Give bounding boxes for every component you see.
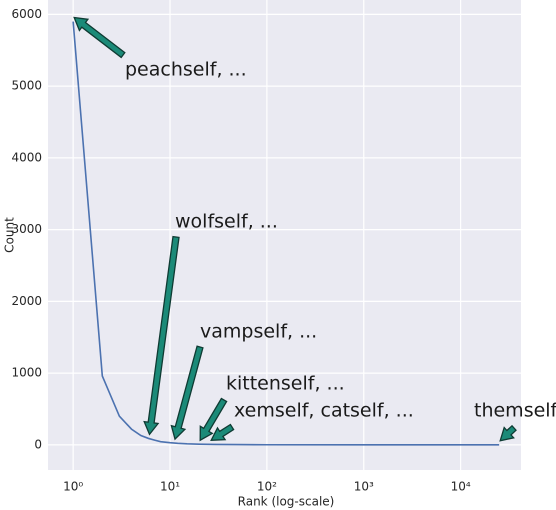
- annotation-text: wolfself, ...: [175, 211, 278, 233]
- y-tick-label: 1000: [11, 366, 42, 380]
- annotation-text: xemself, catself, ...: [234, 400, 414, 422]
- y-tick-label: 6000: [11, 7, 42, 21]
- annotation-text: kittenself, ...: [226, 373, 345, 395]
- y-tick-label: 2000: [11, 294, 42, 308]
- y-tick-label: 5000: [11, 79, 42, 93]
- annotation-text: vampself, ...: [200, 321, 317, 343]
- x-axis-label: Rank (log-scale): [238, 495, 335, 509]
- annotation-arrow: [499, 424, 517, 442]
- y-tick-label: 3000: [11, 222, 42, 236]
- annotation-arrow: [170, 345, 204, 441]
- annotation-arrow: [199, 397, 228, 442]
- x-tick-label: 10²: [257, 480, 277, 494]
- plot-area: [48, 0, 521, 470]
- y-tick-label: 0: [34, 437, 42, 451]
- x-tick-label: 10¹: [160, 480, 180, 494]
- y-tick-label: 4000: [11, 150, 42, 164]
- annotation-arrow: [73, 16, 126, 59]
- x-tick-label: 10⁰: [63, 480, 83, 494]
- annotation-arrow: [143, 235, 180, 436]
- y-axis-label: Count: [3, 217, 17, 253]
- annotation-text: themself: [474, 400, 556, 422]
- annotation-text: peachself, ...: [125, 59, 247, 81]
- x-tick-label: 10⁴: [451, 480, 471, 494]
- x-tick-label: 10³: [354, 480, 374, 494]
- line-series: [72, 21, 500, 446]
- annotation-arrow: [210, 423, 235, 441]
